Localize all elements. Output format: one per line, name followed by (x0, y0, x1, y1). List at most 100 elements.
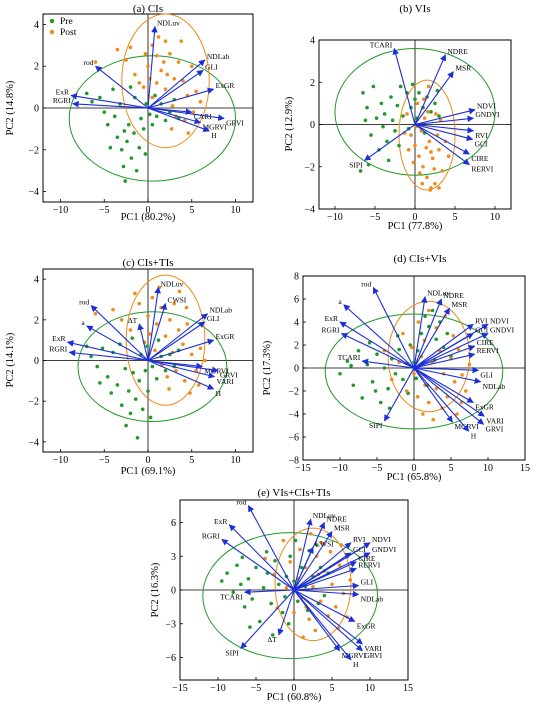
y-tick-label: −4 (28, 187, 39, 198)
post-point (196, 383, 201, 387)
loading-vector (247, 505, 295, 591)
loading-vector (372, 286, 415, 369)
pre-point (361, 91, 365, 95)
vector-label: NDRE (326, 515, 347, 524)
pre-point (124, 423, 128, 428)
pre-point (429, 110, 433, 114)
post-point (159, 68, 163, 73)
pre-point (131, 370, 135, 375)
pre-point (277, 582, 281, 587)
y-tick-label: 0 (34, 356, 39, 367)
post-point (415, 394, 420, 399)
pre-point (242, 605, 247, 609)
loading-vector (147, 87, 215, 109)
pre-point (148, 415, 153, 420)
vector-label: GCI (353, 545, 366, 554)
pre-point (433, 101, 437, 106)
pre-point (423, 314, 427, 319)
post-point (405, 112, 409, 116)
post-point (455, 412, 459, 416)
post-point (446, 154, 451, 158)
x-tick-label: 5 (330, 683, 335, 694)
post-point (189, 64, 194, 69)
y-axis-label: PC2 (14.1%) (5, 332, 16, 387)
post-point (390, 377, 394, 382)
pre-point (128, 411, 133, 416)
vector-label: RGRI (322, 326, 340, 335)
loading-vector (413, 323, 474, 369)
pre-point (273, 558, 277, 563)
pre-point (360, 396, 365, 400)
post-point (292, 610, 296, 615)
vector-label: VARI (486, 416, 504, 425)
x-tick-label: 10 (365, 683, 375, 694)
loading-vector (414, 123, 475, 134)
loading-vector (414, 124, 470, 166)
vector-label: RGRI (53, 96, 71, 105)
vector-label: ExR (52, 334, 65, 343)
post-point (432, 167, 437, 171)
post-point (169, 127, 174, 131)
pre-point (390, 118, 395, 123)
pre-point (105, 122, 110, 127)
vector-label: TCARI (220, 592, 243, 601)
vector-label: SIPI (349, 160, 363, 169)
y-tick-label: 4 (34, 20, 39, 31)
pre-point (283, 594, 287, 599)
loading-vector (228, 524, 295, 591)
pre-point (386, 158, 391, 163)
loading-vector (339, 321, 415, 369)
loading-vector (413, 333, 474, 369)
pre-point (135, 435, 140, 440)
loading-vector (137, 323, 149, 361)
y-tick-label: −2 (288, 387, 299, 398)
loading-vector (413, 366, 480, 374)
post-point (111, 307, 115, 312)
confidence-ellipse-pre (77, 311, 228, 423)
loading-vector (343, 304, 415, 369)
loading-vector (147, 321, 206, 361)
post-point (437, 148, 441, 152)
pre-point (419, 331, 424, 336)
y-axis-label: PC2 (16.3%) (150, 562, 161, 617)
post-point (186, 131, 191, 135)
y-tick-label: −2 (28, 397, 39, 408)
loading-vector (413, 367, 470, 432)
vector-label: GCI (475, 326, 488, 335)
confidence-ellipse-post (274, 527, 352, 642)
post-point (337, 563, 342, 568)
y-tick-label: −4 (288, 410, 299, 421)
y-tick-label: 4 (294, 318, 299, 329)
vector-label: ExR (214, 517, 227, 526)
pre-point (126, 389, 131, 393)
y-tick-label: 4 (310, 36, 315, 47)
post-point (451, 334, 456, 338)
panel-title: (d) CIs+VIs (394, 253, 447, 265)
loading-vector (221, 538, 295, 591)
y-tick-label: 2 (34, 62, 39, 73)
x-tick-label: 0 (292, 683, 297, 694)
loading-vector (66, 340, 149, 362)
pre-point (398, 84, 403, 89)
pre-point (239, 582, 243, 587)
loading-vector (147, 359, 219, 374)
loading-vector (147, 69, 204, 109)
post-point (172, 301, 177, 306)
x-tick-label: −10 (53, 205, 69, 216)
x-tick-label: −10 (332, 463, 348, 474)
pre-point (288, 554, 293, 559)
x-tick-label: −10 (210, 683, 226, 694)
post-point (415, 101, 420, 106)
vector-label: GRVI (486, 424, 504, 433)
post-point (421, 412, 425, 416)
x-tick-label: 0 (413, 212, 418, 223)
vector-label: GNDVI (490, 326, 515, 335)
loading-vector (414, 71, 454, 125)
pre-point (95, 364, 100, 369)
x-axis-label: PC1 (69.1%) (121, 466, 176, 477)
pre-point (112, 114, 117, 119)
panel-title: (c) CIs+TIs (122, 257, 173, 269)
y-tick-label: 6 (294, 295, 299, 306)
pre-point (286, 621, 291, 626)
